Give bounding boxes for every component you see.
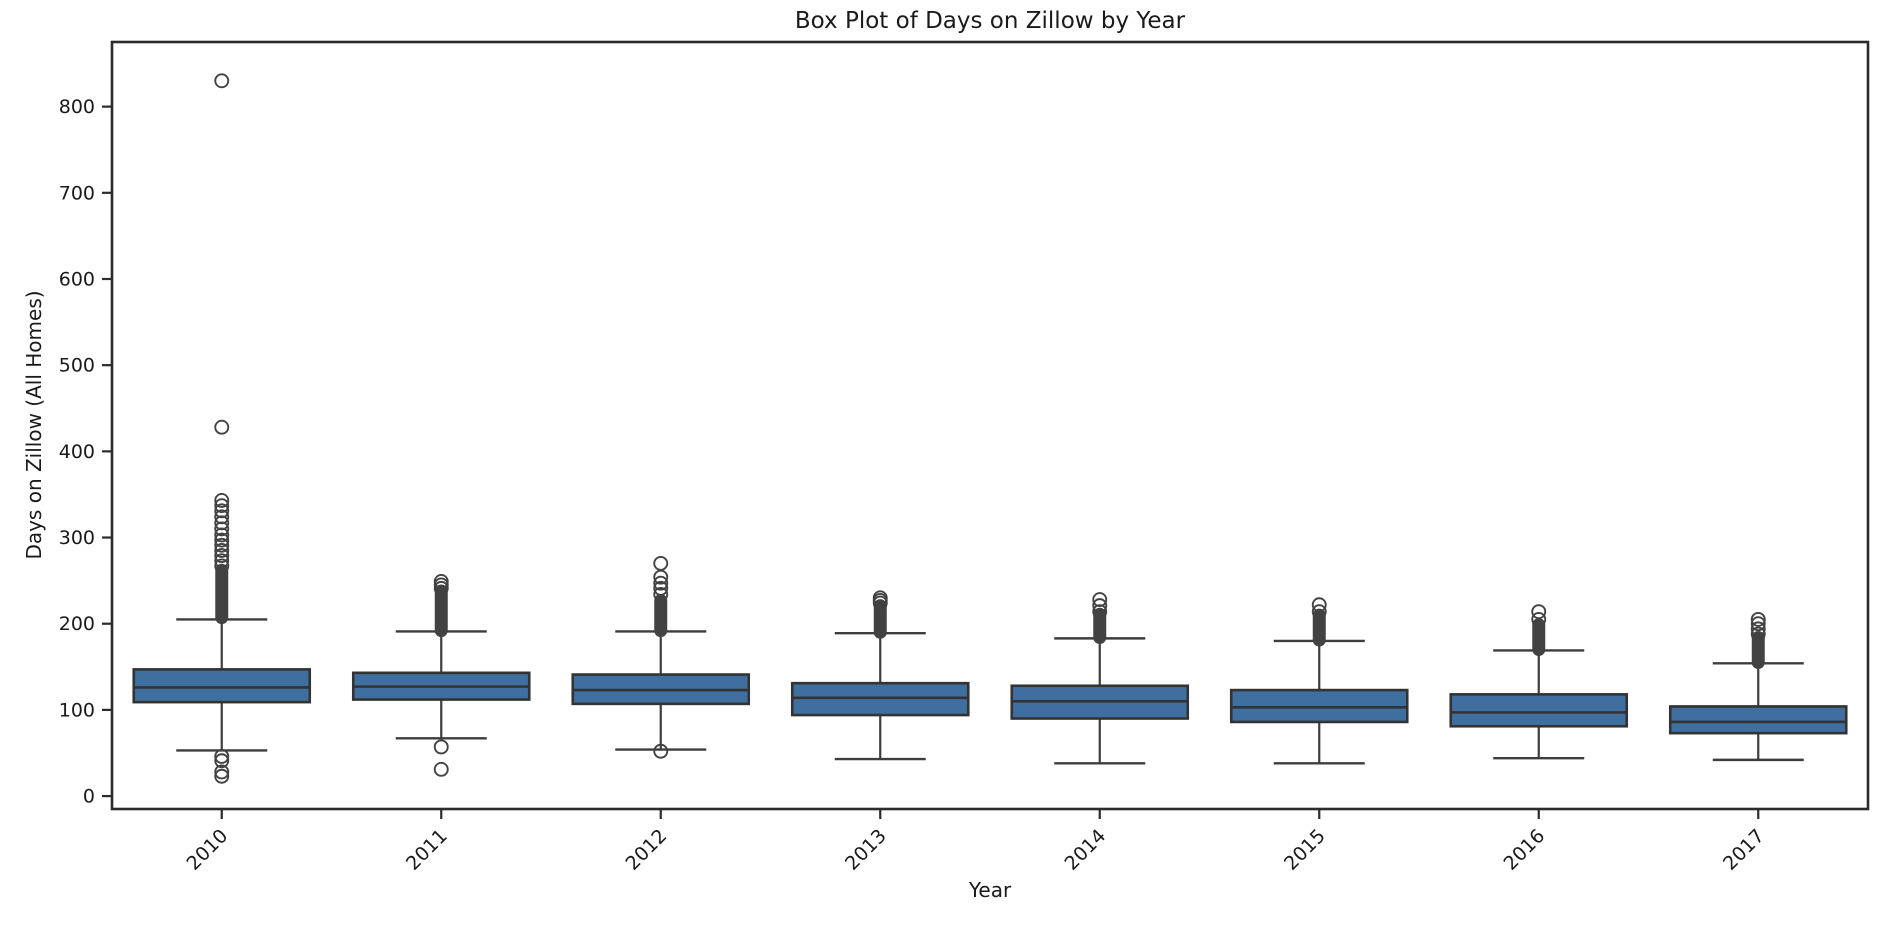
x-tick-label: 2011 — [402, 825, 452, 875]
boxplot-group-2013 — [790, 590, 970, 761]
outlier-circle-high — [214, 419, 230, 435]
outlier-circle-high — [1750, 611, 1766, 627]
outlier-circle-high — [1750, 626, 1766, 642]
outlier-circle-low — [214, 748, 230, 764]
outlier-circle-high — [1092, 592, 1108, 608]
x-tick-label: 2014 — [1061, 825, 1111, 875]
x-tick-label: 2017 — [1719, 825, 1769, 875]
boxplot-group-2011 — [351, 574, 531, 777]
outlier-dense-cluster — [1093, 607, 1107, 645]
outlier-circle-high — [214, 548, 230, 564]
outlier-circle-high — [214, 503, 230, 519]
box-rect — [1449, 693, 1629, 728]
y-tick-label: 500 — [59, 355, 95, 377]
y-tick-label: 800 — [59, 96, 95, 118]
y-tick-label: 200 — [59, 613, 95, 635]
x-tick-label: 2012 — [622, 825, 672, 875]
box-rect — [132, 668, 312, 704]
x-tick-label: 2010 — [183, 825, 233, 875]
x-tick-label: 2016 — [1500, 825, 1550, 875]
y-tick-label: 300 — [59, 527, 95, 549]
y-tick-label: 0 — [83, 786, 95, 808]
outlier-circle-high — [872, 590, 888, 606]
y-tick-label: 400 — [59, 441, 95, 463]
y-tick-label: 700 — [59, 182, 95, 204]
boxplot-group-2014 — [1010, 592, 1190, 765]
outlier-circle-high — [653, 586, 669, 602]
outlier-circle-high — [214, 498, 230, 514]
outlier-circle-high — [214, 553, 230, 569]
outlier-circle-high — [653, 575, 669, 591]
outlier-dense-cluster — [654, 593, 668, 638]
boxplot-group-2012 — [571, 555, 751, 759]
outlier-circle-high — [1092, 598, 1108, 614]
outlier-circle-low — [214, 764, 230, 780]
x-axis-label: Year — [968, 878, 1012, 902]
outlier-dense-cluster — [434, 584, 448, 638]
outlier-circle-high — [214, 537, 230, 553]
y-tick-label: 100 — [59, 699, 95, 721]
boxplot-group-2017 — [1668, 611, 1848, 762]
outlier-circle-low — [433, 739, 449, 755]
outlier-circle-high — [214, 509, 230, 525]
outlier-dense-cluster — [1532, 618, 1546, 657]
outlier-circle-high — [214, 73, 230, 89]
outlier-circle-high — [1750, 616, 1766, 632]
outlier-circle-low — [214, 753, 230, 769]
x-tick-label: 2013 — [841, 825, 891, 875]
outlier-circle-low — [653, 743, 669, 759]
outlier-circle-high — [1750, 621, 1766, 637]
box-rect — [1668, 705, 1848, 735]
outlier-dense-cluster — [1751, 631, 1765, 669]
x-axis-ticks: 2010 2011 2012 2013 2014 2015 2016 2017 — [183, 809, 1769, 875]
outlier-circle-high — [214, 532, 230, 548]
y-tick-label: 600 — [59, 268, 95, 290]
boxplot-group-2015 — [1229, 597, 1409, 765]
outlier-circle-high — [1531, 604, 1547, 620]
outlier-circle-high — [1311, 604, 1327, 620]
outlier-dense-cluster — [1312, 608, 1326, 647]
outlier-circle-low — [433, 761, 449, 777]
outlier-circle-high — [433, 574, 449, 589]
outlier-dense-cluster — [215, 563, 229, 625]
outlier-circle-high — [214, 558, 230, 574]
outlier-circle-high — [1531, 611, 1547, 627]
chart-title: Box Plot of Days on Zillow by Year — [794, 8, 1186, 34]
y-axis-ticks: 0 100 200 300 400 500 600 700 800 — [59, 96, 112, 808]
boxplot-group-2016 — [1449, 604, 1629, 760]
outlier-circle-high — [214, 543, 230, 558]
outlier-circle-high — [653, 580, 669, 596]
plot-area-frame — [110, 40, 1870, 811]
outlier-circle-high — [1311, 597, 1327, 613]
boxplot-group-2010 — [132, 73, 312, 784]
outlier-circle-low — [214, 768, 230, 784]
outlier-circle-high — [653, 555, 669, 571]
outlier-circle-high — [214, 493, 230, 508]
x-tick-label: 2015 — [1280, 825, 1330, 875]
